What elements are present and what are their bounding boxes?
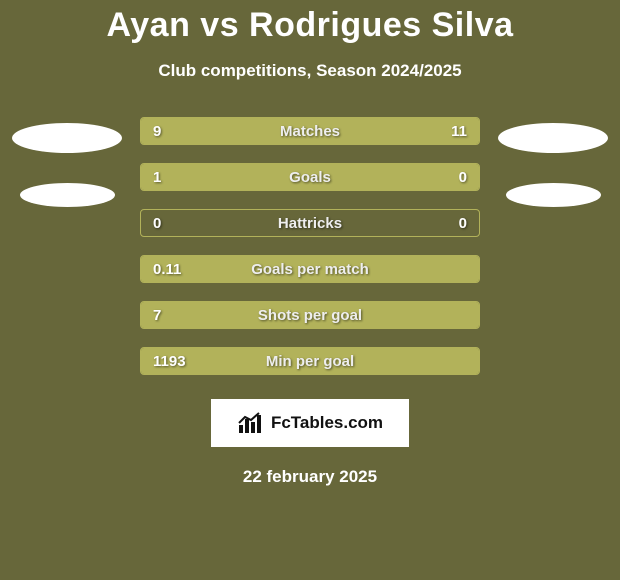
left-avatar-2 [20, 183, 115, 207]
right-avatar-1 [498, 123, 608, 153]
right-avatar-col [498, 117, 608, 207]
brand-logo[interactable]: FcTables.com [211, 399, 409, 447]
stat-bar: 1193Min per goal [140, 347, 480, 375]
page-title: Ayan vs Rodrigues Silva [0, 6, 620, 45]
right-avatar-2 [506, 183, 601, 207]
right-value: 0 [459, 210, 467, 236]
right-value: 11 [451, 118, 467, 144]
stat-bar: 0Hattricks0 [140, 209, 480, 237]
stat-label: Matches [141, 118, 479, 144]
stat-label: Hattricks [141, 210, 479, 236]
stat-label: Goals [141, 164, 479, 190]
brand-text: FcTables.com [271, 413, 383, 433]
comparison-card: Ayan vs Rodrigues Silva Club competition… [0, 0, 620, 580]
stat-bar: 0.11Goals per match [140, 255, 480, 283]
left-avatar-col [12, 117, 122, 207]
stat-label: Min per goal [141, 348, 479, 374]
stat-bars: 9Matches111Goals00Hattricks00.11Goals pe… [140, 117, 480, 375]
chart-icon [237, 411, 265, 435]
left-avatar-1 [12, 123, 122, 153]
right-value: 0 [459, 164, 467, 190]
stat-bar: 1Goals0 [140, 163, 480, 191]
stats-area: 9Matches111Goals00Hattricks00.11Goals pe… [0, 117, 620, 375]
subtitle: Club competitions, Season 2024/2025 [0, 61, 620, 81]
stat-label: Goals per match [141, 256, 479, 282]
stat-label: Shots per goal [141, 302, 479, 328]
stat-bar: 7Shots per goal [140, 301, 480, 329]
stat-bar: 9Matches11 [140, 117, 480, 145]
date-line: 22 february 2025 [0, 467, 620, 487]
